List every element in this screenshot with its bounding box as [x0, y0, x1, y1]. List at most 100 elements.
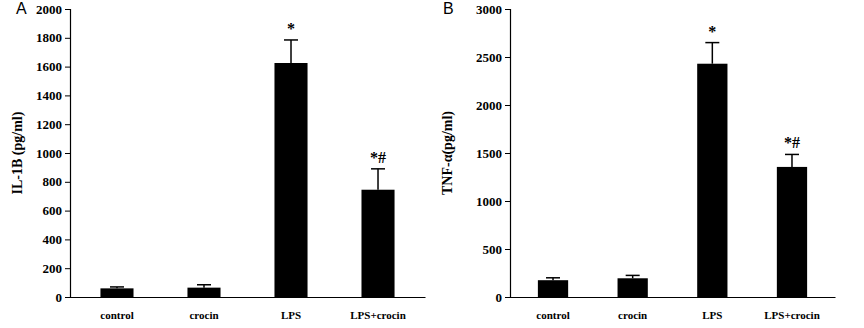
tick-label: control: [100, 309, 133, 321]
error-stem: [377, 169, 379, 190]
y-axis: 0 500 1000 1500 2000 2500 3000: [476, 2, 511, 305]
error-bar: [110, 287, 124, 288]
tick: 1200: [36, 117, 70, 132]
bar: [100, 288, 133, 297]
tick-mark: [505, 9, 510, 10]
tick: 1000: [476, 194, 510, 209]
tick-label: crocin: [189, 309, 218, 321]
tick-mark: [505, 201, 510, 202]
tick-label: 800: [43, 174, 63, 189]
annotation: *: [287, 20, 295, 37]
tick-label: control: [536, 309, 569, 321]
error-stem: [791, 154, 793, 166]
tick-label: LPS: [702, 309, 722, 321]
error-bar: [546, 278, 560, 280]
tick-label: LPS+crocin: [350, 309, 406, 321]
tick: 1800: [36, 30, 70, 45]
tick-label: 2000: [36, 2, 62, 17]
tick: LPS: [702, 297, 722, 321]
tick: 1000: [36, 146, 70, 161]
bar: [361, 190, 394, 297]
tick-label: 0: [56, 290, 63, 305]
tick-mark: [505, 105, 510, 106]
tick-label: 1200: [36, 117, 62, 132]
tick: crocin: [189, 297, 218, 321]
y-axis: 0 200 400 600 800 1000 1200 1400 1600 1800 2000: [36, 2, 71, 305]
bar: [777, 167, 807, 297]
tick-mark: [65, 182, 70, 183]
tick: 800: [43, 174, 71, 189]
annotation: *#: [784, 134, 800, 151]
tick-mark: [65, 38, 70, 39]
plot-area: [100, 40, 394, 297]
tick-label: 1400: [36, 88, 62, 103]
tick-label: LPS+crocin: [764, 309, 820, 321]
tick-mark: [65, 211, 70, 212]
tick: 1500: [476, 146, 510, 161]
tick-label: 500: [483, 242, 503, 257]
error-cap: [546, 277, 560, 279]
tick-label: 0: [496, 290, 503, 305]
bar: [274, 63, 307, 297]
tick: 0: [496, 290, 511, 305]
tick-mark: [65, 67, 70, 68]
tick-mark: [65, 153, 70, 154]
tick: LPS: [281, 297, 301, 321]
axis-line: [71, 297, 426, 298]
x-axis: control crocin LPS LPS+crocin: [71, 297, 426, 321]
bar: [538, 280, 568, 297]
tick-mark: [505, 57, 510, 58]
tick: 3000: [476, 2, 510, 17]
tick: LPS+crocin: [350, 297, 406, 321]
tick-label: 200: [43, 261, 63, 276]
error-stem: [290, 40, 292, 63]
axis-line: [65, 10, 71, 298]
tick-label: crocin: [618, 309, 647, 321]
error-stem: [712, 43, 714, 64]
tick: 2000: [476, 98, 510, 113]
tick-mark: [65, 124, 70, 125]
tick-label: 1600: [36, 59, 62, 74]
tick-label: LPS: [281, 309, 301, 321]
error-bar: [785, 154, 799, 166]
error-cap: [197, 284, 211, 286]
error-bar: [705, 43, 719, 64]
tick: 200: [43, 261, 71, 276]
annotation: *: [708, 23, 716, 40]
figure: 0 200 400 600 800 1000 1200 1400 1600 1800 2000 con…: [0, 0, 864, 328]
error-cap: [110, 286, 124, 288]
axis-line: [511, 297, 836, 298]
error-bar: [626, 275, 640, 278]
error-bar: [284, 40, 298, 63]
tick-mark: [65, 95, 70, 96]
tick: 500: [483, 242, 511, 257]
plot-area: [538, 43, 807, 297]
tick-label: 1500: [476, 146, 502, 161]
error-bar: [371, 169, 385, 190]
tick-mark: [65, 239, 70, 240]
panel: 0 500 1000 1500 2000 2500 3000 control crocin LPS…: [440, 0, 836, 321]
error-cap: [284, 39, 298, 41]
tick-label: 3000: [476, 2, 502, 17]
tick-mark: [505, 153, 510, 154]
error-cap: [371, 168, 385, 170]
tick: 400: [43, 232, 71, 247]
tick-mark: [505, 249, 510, 250]
tick-mark: [65, 268, 70, 269]
panel: 0 200 400 600 800 1000 1200 1400 1600 1800 2000 con…: [10, 0, 426, 321]
tick-label: 2500: [476, 50, 502, 65]
tick-label: 600: [43, 203, 63, 218]
tick: crocin: [618, 297, 647, 321]
bar: [697, 64, 727, 297]
tick: 2000: [36, 2, 70, 17]
tick: 0: [56, 290, 71, 305]
tick: 1400: [36, 88, 70, 103]
tick: 600: [43, 203, 71, 218]
x-axis: control crocin LPS LPS+crocin: [511, 297, 836, 321]
tick-label: 1000: [476, 194, 502, 209]
axis-title: IL-1B (pg/ml): [10, 111, 26, 194]
bar: [618, 278, 648, 297]
axis-line: [505, 10, 511, 298]
bar: [187, 288, 220, 297]
tick-mark: [505, 297, 510, 298]
